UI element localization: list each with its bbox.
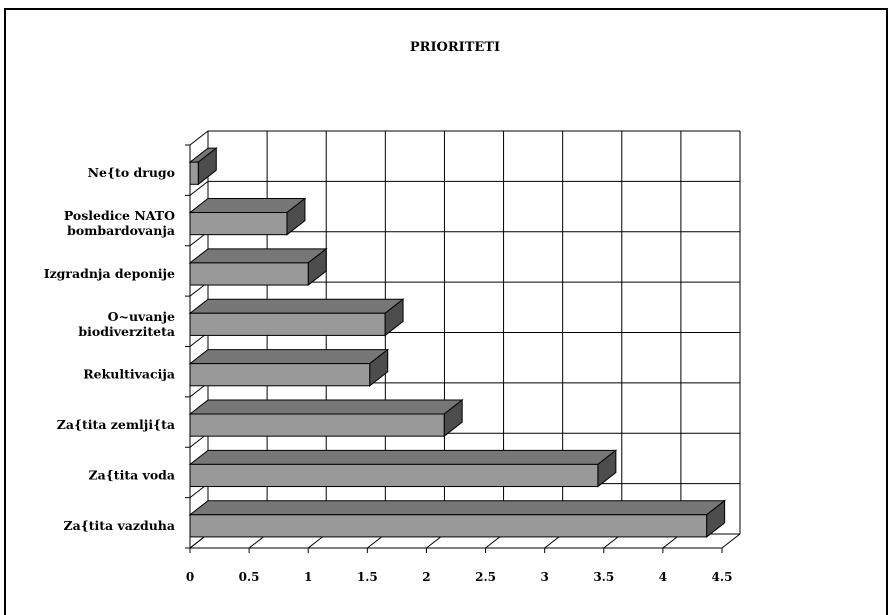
category-label-line: Za{tita voda <box>89 467 175 482</box>
x-tick-label: 4 <box>659 570 667 584</box>
bar-top <box>188 198 307 214</box>
x-tick-label: 3 <box>540 570 548 584</box>
x-tick-label: 0 <box>186 570 194 584</box>
bar <box>188 499 727 538</box>
x-tick-label: 3.5 <box>593 570 614 584</box>
bar-front <box>189 312 386 336</box>
bar-top <box>188 399 464 415</box>
floor-gridline <box>721 533 741 549</box>
bar-front <box>189 463 599 488</box>
bar <box>188 449 618 488</box>
category-label-line: O~uvanje <box>108 309 175 324</box>
category-label-line: bombardovanja <box>67 223 175 238</box>
bar-top <box>188 248 328 264</box>
category-label: O~uvanje biodiverziteta <box>78 309 175 339</box>
bar-top <box>188 500 727 516</box>
bars <box>188 147 727 538</box>
x-tick-label: 2.5 <box>475 570 496 584</box>
category-label: Za{tita vazduha <box>64 518 176 533</box>
bar <box>188 398 464 438</box>
bar-top <box>188 449 618 465</box>
bar <box>188 147 218 186</box>
bar <box>188 298 405 337</box>
wall-gridline <box>189 180 209 196</box>
category-label: Izgradnja deponije <box>44 266 175 281</box>
wall-gridline <box>189 130 209 146</box>
category-label-line: Za{tita vazduha <box>64 518 176 533</box>
x-tick-label: 1.5 <box>357 570 378 584</box>
bar <box>188 247 328 287</box>
category-label: Posledice NATO bombardovanja <box>64 208 175 238</box>
bar <box>188 348 390 387</box>
category-label-line: Ne{to drugo <box>88 165 175 180</box>
category-labels: Ne{to drugo Posledice NATO bombardovanja Iz… <box>44 165 175 533</box>
category-label-line: Za{tita zemlji{ta <box>57 417 175 432</box>
bar-front <box>189 363 371 387</box>
x-tick-label: 2 <box>422 570 430 584</box>
x-tick-label: 1 <box>304 570 312 584</box>
bar-top <box>188 298 405 314</box>
bar-front <box>189 161 199 185</box>
bar-top <box>188 349 390 365</box>
bar-front <box>189 413 445 437</box>
category-label: Za{tita zemlji{ta <box>57 417 175 432</box>
category-label: Rekultivacija <box>83 367 175 382</box>
category-label-line: Rekultivacija <box>83 367 175 382</box>
x-tick-label: 0.5 <box>239 570 260 584</box>
bar-front <box>189 514 708 538</box>
bar-front <box>189 212 288 236</box>
bar-front <box>189 262 309 286</box>
x-tick-label: 4.5 <box>712 570 733 584</box>
category-label-line: Posledice NATO <box>64 208 175 223</box>
x-axis-ticks: 0 0.5 1 1.5 2 2.5 3 3.5 4 4.5 <box>186 548 733 584</box>
category-label: Za{tita voda <box>89 467 175 482</box>
category-label-line: biodiverziteta <box>78 324 175 339</box>
category-label: Ne{to drugo <box>88 165 175 180</box>
chart-title: PRIORITETI <box>410 40 500 55</box>
bar <box>188 197 307 236</box>
category-label-line: Izgradnja deponije <box>44 266 175 281</box>
